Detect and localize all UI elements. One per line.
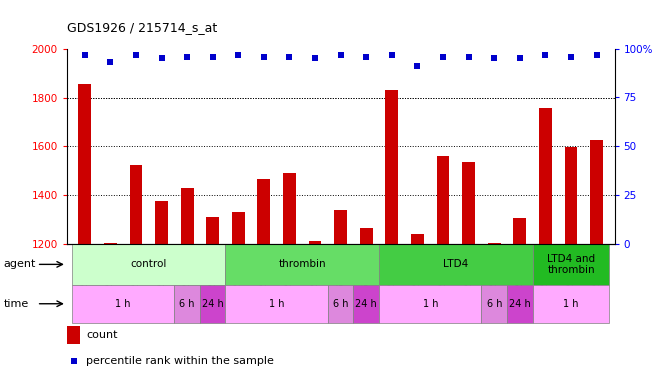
Bar [385, 90, 398, 244]
Bar [507, 285, 532, 322]
Text: 1 h: 1 h [116, 299, 131, 309]
Point [591, 52, 602, 58]
Point [464, 54, 474, 60]
Point [310, 56, 321, 62]
Point [105, 59, 116, 65]
Bar [226, 285, 328, 322]
Text: 1 h: 1 h [423, 299, 438, 309]
Bar [379, 244, 532, 285]
Point [182, 54, 192, 60]
Bar [174, 285, 200, 322]
Text: GDS1926 / 215714_s_at: GDS1926 / 215714_s_at [67, 21, 217, 34]
Bar [78, 84, 91, 244]
Bar [353, 285, 379, 322]
Bar [379, 285, 482, 322]
Bar [130, 165, 142, 244]
Bar [462, 162, 475, 244]
Bar [411, 234, 424, 244]
Point [566, 54, 576, 60]
Bar [482, 285, 507, 322]
Point [130, 52, 141, 58]
Point [361, 54, 371, 60]
Bar [539, 108, 552, 244]
Text: 6 h: 6 h [179, 299, 195, 309]
Bar [67, 326, 81, 344]
Point [514, 56, 525, 62]
Bar [309, 242, 321, 244]
Bar [232, 212, 244, 244]
Bar [104, 243, 117, 244]
Point [79, 52, 90, 58]
Bar [334, 210, 347, 244]
Bar [72, 244, 226, 285]
Point [412, 63, 423, 69]
Bar [564, 147, 577, 244]
Text: control: control [130, 260, 167, 269]
Text: 24 h: 24 h [355, 299, 377, 309]
Text: time: time [3, 299, 29, 309]
Text: thrombin: thrombin [279, 260, 326, 269]
Point [387, 52, 397, 58]
Bar [532, 285, 609, 322]
Text: LTD4: LTD4 [444, 260, 468, 269]
Bar [591, 140, 603, 244]
Text: 1 h: 1 h [269, 299, 285, 309]
Point [489, 56, 500, 62]
Bar [200, 285, 226, 322]
Bar [283, 173, 296, 244]
Bar [181, 188, 194, 244]
Point [284, 54, 295, 60]
Point [438, 54, 448, 60]
Bar [72, 285, 174, 322]
Text: count: count [86, 330, 118, 340]
Bar [257, 179, 271, 244]
Bar [226, 244, 379, 285]
Point [207, 54, 218, 60]
Bar [437, 156, 450, 244]
Point [259, 54, 269, 60]
Bar [488, 243, 500, 244]
Point [540, 52, 551, 58]
Bar [514, 218, 526, 244]
Bar [155, 201, 168, 244]
Text: percentile rank within the sample: percentile rank within the sample [86, 356, 274, 366]
Bar [360, 228, 373, 244]
Bar [206, 217, 219, 244]
Text: 24 h: 24 h [509, 299, 531, 309]
Text: 1 h: 1 h [563, 299, 578, 309]
Point [335, 52, 346, 58]
Text: 24 h: 24 h [202, 299, 224, 309]
Text: LTD4 and
thrombin: LTD4 and thrombin [547, 254, 595, 275]
Bar [328, 285, 353, 322]
Point [156, 56, 167, 62]
Text: 6 h: 6 h [333, 299, 349, 309]
Text: agent: agent [3, 260, 35, 269]
Text: 6 h: 6 h [486, 299, 502, 309]
Bar [532, 244, 609, 285]
Point [233, 52, 244, 58]
